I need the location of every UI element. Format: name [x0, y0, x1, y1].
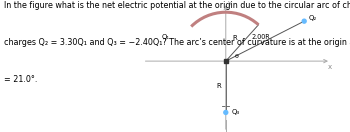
Text: R: R [233, 35, 237, 41]
Text: x: x [327, 64, 331, 70]
Text: Q₁: Q₁ [162, 34, 170, 40]
Text: y: y [228, 0, 232, 6]
Text: R: R [217, 83, 221, 89]
Text: Q₂: Q₂ [309, 15, 317, 21]
Text: Q₃: Q₃ [232, 109, 240, 116]
Point [301, 20, 307, 22]
Point [223, 111, 229, 114]
Text: θ: θ [234, 54, 238, 59]
Text: = 21.0°.: = 21.0°. [4, 75, 37, 84]
Text: charges Q₂ = 3.30Q₁ and Q₃ = −2.40Q₁? The arc’s center of curvature is at the or: charges Q₂ = 3.30Q₁ and Q₃ = −2.40Q₁? Th… [4, 38, 350, 47]
Text: 2.00R: 2.00R [252, 34, 271, 40]
Text: In the figure what is the net electric potential at the origin due to the circul: In the figure what is the net electric p… [4, 1, 350, 10]
